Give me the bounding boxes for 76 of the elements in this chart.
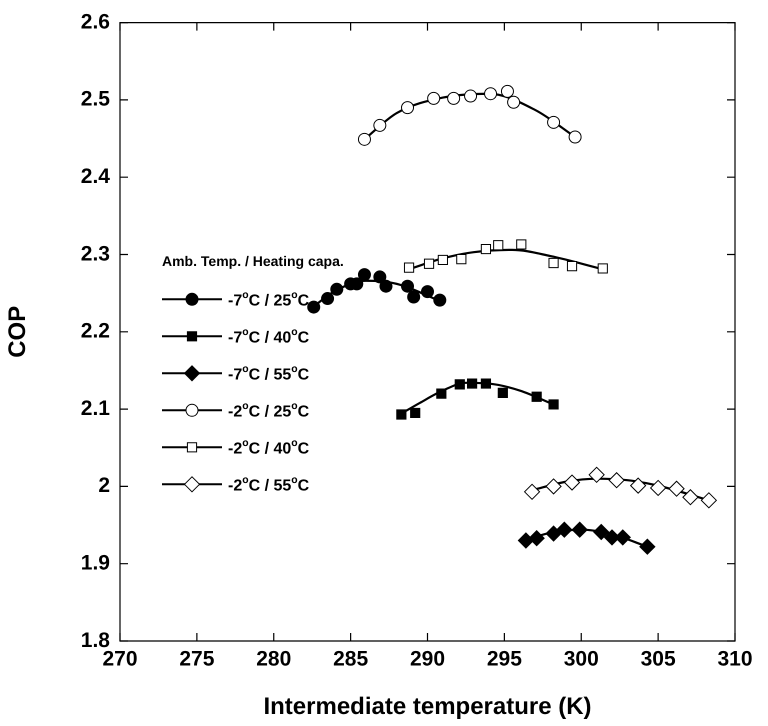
point	[464, 90, 478, 103]
point	[358, 268, 371, 282]
point	[639, 538, 656, 555]
point	[373, 270, 386, 284]
point	[568, 130, 582, 144]
point	[480, 244, 492, 254]
y-tick-label: 2.1	[80, 396, 110, 420]
point	[668, 480, 685, 497]
point	[427, 92, 440, 105]
point	[433, 294, 446, 307]
point	[588, 466, 605, 483]
y-tick-label: 2.5	[80, 88, 110, 111]
point	[307, 300, 320, 314]
point	[566, 261, 578, 272]
point	[379, 280, 392, 293]
point	[498, 388, 508, 398]
y-tick-label: 2.6	[80, 10, 110, 34]
point	[447, 92, 460, 105]
point	[547, 116, 560, 129]
x-tick-label: 310	[717, 647, 753, 670]
x-tick-label: 290	[410, 647, 446, 670]
point	[608, 472, 625, 488]
point	[630, 478, 646, 494]
point	[532, 392, 542, 402]
x-tick-label: 280	[256, 647, 292, 670]
point	[548, 258, 559, 268]
point	[454, 379, 465, 390]
point	[404, 262, 414, 273]
point	[407, 290, 420, 304]
x-tick-label: 295	[486, 647, 522, 670]
point	[484, 87, 498, 100]
x-tick-label: 300	[564, 647, 599, 670]
x-tick-label: 305	[640, 647, 676, 670]
y-tick-label: 2.2	[80, 320, 110, 343]
point	[421, 285, 434, 298]
point	[564, 474, 580, 491]
point	[396, 409, 406, 420]
y-tick-label: 2.4	[80, 164, 110, 188]
x-axis-title: Intermediate temperature (K)	[263, 693, 592, 720]
point	[436, 388, 446, 399]
x-tick-label: 285	[333, 647, 368, 670]
y-tick-label: 1.9	[80, 551, 110, 574]
point	[556, 522, 572, 538]
point	[548, 399, 559, 410]
x-tick-label: 275	[179, 647, 215, 670]
point	[700, 492, 717, 508]
point	[493, 240, 504, 250]
point	[546, 526, 562, 542]
legend-title: Amb. Temp. / Heating capa.	[162, 253, 344, 270]
point	[516, 239, 526, 250]
point	[321, 292, 334, 306]
point	[480, 378, 492, 389]
point	[528, 530, 545, 546]
y-tick-label: 2	[98, 474, 110, 498]
point	[358, 132, 371, 146]
point	[546, 478, 562, 494]
y-tick-label: 2.3	[80, 242, 110, 266]
point	[572, 522, 588, 538]
point	[401, 101, 414, 114]
point	[438, 254, 448, 266]
point	[500, 84, 514, 98]
point	[330, 282, 344, 296]
y-axis-title: COP	[4, 306, 32, 358]
point	[373, 118, 386, 132]
point	[593, 524, 610, 540]
point	[524, 484, 540, 500]
point	[650, 480, 666, 496]
point	[456, 254, 466, 264]
point	[401, 280, 414, 293]
point	[518, 532, 534, 549]
point	[682, 489, 698, 506]
point	[410, 408, 420, 418]
point	[507, 96, 520, 109]
point	[424, 258, 434, 269]
point	[598, 263, 608, 274]
point	[466, 378, 478, 389]
